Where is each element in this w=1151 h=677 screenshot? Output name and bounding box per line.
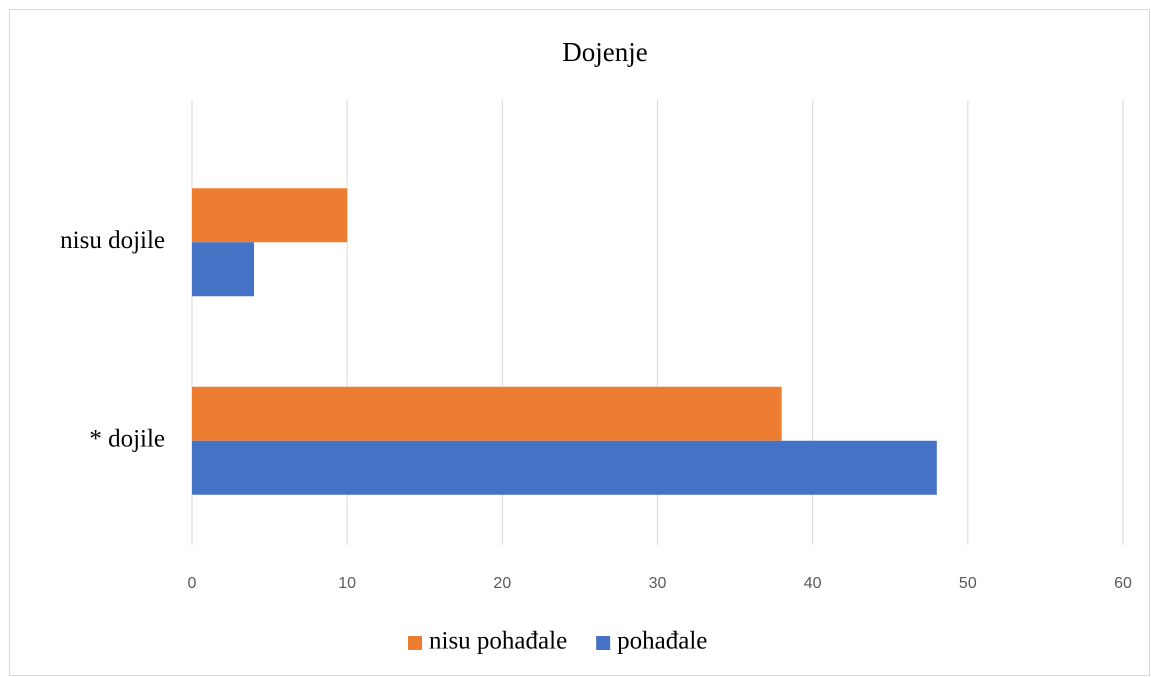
chart-frame — [9, 9, 1150, 676]
legend-swatch — [408, 636, 422, 650]
y-tick-label: nisu dojile — [60, 227, 165, 254]
chart-title: Dojenje — [562, 37, 647, 67]
legend-label: nisu pohađale — [429, 628, 567, 655]
bar — [192, 188, 348, 243]
x-tick-label: 40 — [804, 575, 822, 592]
bar — [192, 242, 255, 297]
x-tick-label: 30 — [649, 575, 667, 592]
x-tick-label: 60 — [1114, 575, 1132, 592]
x-tick-label: 20 — [493, 575, 511, 592]
x-tick-label: 0 — [188, 575, 197, 592]
legend-swatch — [596, 636, 611, 650]
y-tick-label: * dojile — [89, 425, 165, 452]
legend-label: pohađale — [617, 628, 707, 655]
x-tick-label: 50 — [959, 575, 977, 592]
bar — [192, 440, 937, 495]
bar — [192, 386, 782, 441]
x-tick-label: 10 — [338, 575, 356, 592]
